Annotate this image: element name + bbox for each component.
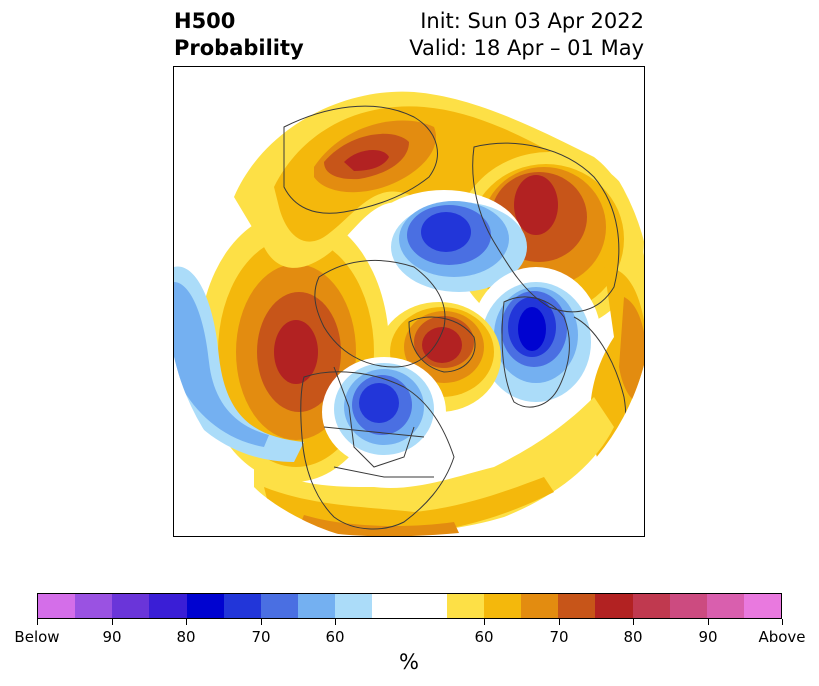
title-product: Probability	[174, 36, 304, 60]
colorbar-segment	[75, 594, 113, 618]
siberia-positive-anomaly	[454, 152, 644, 332]
colorbar-tick-label: 60	[474, 628, 494, 646]
arctic-negative-anomaly	[364, 190, 527, 294]
colorbar-segment	[743, 594, 782, 618]
colorbar-segment	[595, 594, 633, 618]
colorbar-tick	[708, 619, 709, 625]
colorbar-segment	[223, 594, 261, 618]
colorbar-segment	[446, 594, 484, 618]
colorbar-tick	[261, 619, 262, 625]
colorbar-segment	[38, 594, 76, 618]
colorbar-tick-label: 90	[698, 628, 718, 646]
colorbar-segment	[186, 594, 224, 618]
chart-title: H500 Probability	[174, 8, 304, 62]
colorbar-segment	[112, 594, 150, 618]
colorbar-tick	[633, 619, 634, 625]
colorbar-segment	[335, 594, 373, 618]
colorbar-segment	[632, 594, 670, 618]
colorbar-tick-label: 80	[176, 628, 196, 646]
colorbar-tick	[37, 619, 38, 625]
canada-negative-anomaly	[322, 357, 446, 467]
colorbar-tick	[186, 619, 187, 625]
init-date: Init: Sun 03 Apr 2022	[420, 9, 644, 33]
colorbar-tick-label: 80	[623, 628, 643, 646]
probability-map	[174, 67, 644, 536]
colorbar-segment	[558, 594, 596, 618]
colorbar-segment	[149, 594, 187, 618]
colorbar	[37, 593, 782, 619]
colorbar-tick	[335, 619, 336, 625]
colorbar-tick	[484, 619, 485, 625]
subtropical-positive-band	[254, 397, 614, 536]
colorbar-segment	[521, 594, 559, 618]
colorbar-segment	[706, 594, 744, 618]
colorbar-tick	[559, 619, 560, 625]
colorbar-tick-label: 60	[325, 628, 345, 646]
chart-dates: Init: Sun 03 Apr 2022 Valid: 18 Apr – 01…	[409, 8, 644, 62]
colorbar-label: %	[399, 650, 419, 674]
colorbar-segment	[298, 594, 336, 618]
colorbar-tick-label: Above	[758, 628, 806, 646]
map-panel	[173, 66, 645, 537]
title-variable: H500	[174, 9, 236, 33]
colorbar-segment	[372, 594, 410, 618]
colorbar-tick	[112, 619, 113, 625]
valid-range: Valid: 18 Apr – 01 May	[409, 36, 644, 60]
colorbar-tick	[782, 619, 783, 625]
west-pacific-negative-band	[174, 266, 304, 462]
colorbar-tick-label: 90	[102, 628, 122, 646]
colorbar-segment	[669, 594, 707, 618]
colorbar-tick-label: 70	[251, 628, 271, 646]
colorbar-tick-label: Below	[14, 628, 60, 646]
colorbar-segment	[409, 594, 447, 618]
colorbar-segment	[483, 594, 522, 618]
colorbar-segment	[260, 594, 299, 618]
colorbar-tick-label: 70	[549, 628, 569, 646]
